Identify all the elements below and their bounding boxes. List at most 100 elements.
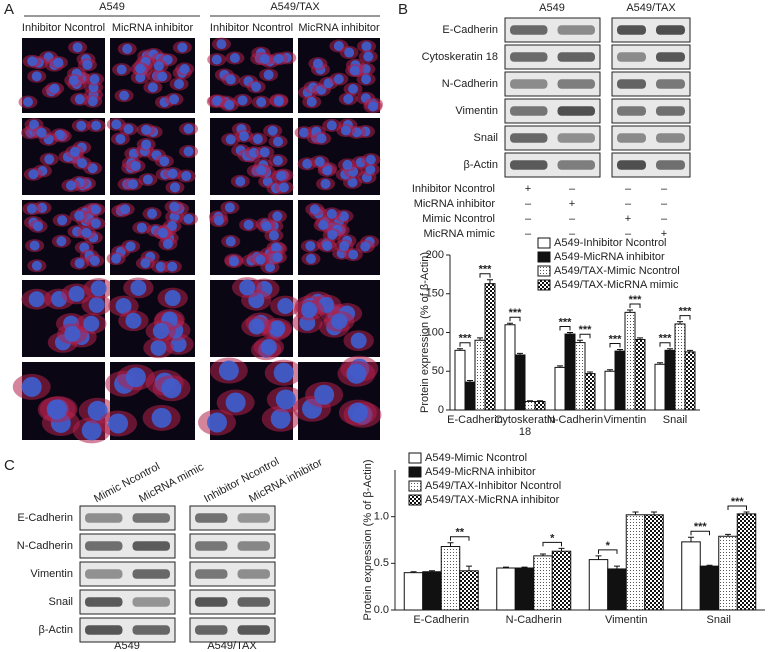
micrograph [12, 362, 117, 444]
error-bar [632, 511, 639, 515]
blot-box [504, 17, 601, 43]
bar [644, 514, 664, 611]
legend-swatch [537, 237, 551, 249]
nucleus [306, 96, 317, 107]
nucleus [183, 213, 194, 224]
bar [584, 373, 596, 411]
blot-box [79, 561, 176, 587]
blot-band [237, 541, 270, 551]
micrograph [21, 278, 114, 357]
nucleus [367, 101, 378, 112]
blot-box [189, 589, 276, 615]
significance-bracket [479, 273, 491, 278]
nucleus [72, 42, 83, 53]
nucleus [49, 83, 60, 94]
blot-box [504, 44, 601, 70]
nucleus [151, 407, 172, 428]
nucleus [28, 169, 39, 180]
legend-swatch [537, 265, 551, 277]
error-bar [457, 348, 463, 351]
nucleus [349, 65, 360, 76]
nucleus [82, 59, 93, 70]
legend-label: A549/TAX-MicRNA mimic [554, 279, 679, 291]
nucleus [259, 53, 270, 64]
micrograph [106, 117, 199, 195]
bar [496, 567, 516, 611]
nucleus [273, 96, 284, 107]
blot-box [504, 125, 601, 151]
nucleus [273, 136, 284, 147]
nucleus [218, 360, 239, 381]
nucleus [272, 155, 283, 166]
error-bar [517, 352, 523, 355]
nucleus [301, 302, 318, 319]
nucleus [69, 146, 80, 157]
column-label: Inhibitor Ncontrol [210, 22, 293, 34]
error-bar [587, 371, 593, 374]
bar [736, 513, 757, 611]
error-bar [614, 565, 620, 569]
nucleus [88, 296, 105, 313]
nucleus [256, 97, 267, 108]
nucleus [305, 253, 316, 264]
x-tick-label: Snail [706, 614, 731, 626]
nucleus [326, 120, 337, 131]
error-bar [429, 570, 435, 572]
legend-swatch [408, 452, 422, 464]
error-bar [687, 349, 693, 352]
nucleus [31, 260, 42, 271]
protein-label: Snail [474, 132, 498, 144]
nucleus [68, 285, 85, 302]
blot-box [79, 617, 176, 643]
nucleus [327, 229, 338, 240]
nucleus [123, 124, 134, 135]
bar [464, 381, 476, 411]
treatment-label: Inhibitor Ncontrol [412, 183, 495, 195]
protein-label: Snail [49, 596, 73, 608]
nucleus [350, 332, 367, 349]
nucleus [216, 39, 227, 50]
nucleus [29, 119, 40, 130]
nucleus [305, 240, 316, 251]
bar [664, 349, 676, 411]
error-bar [410, 571, 417, 573]
nucleus [161, 378, 182, 399]
nucleus [340, 125, 351, 136]
micrograph [106, 200, 199, 275]
legend-label: A549/TAX-MicRNA inhibitor [425, 494, 560, 506]
nucleus [207, 412, 228, 433]
treatment-sign: – [661, 198, 668, 210]
nucleus [343, 93, 354, 104]
nucleus [269, 320, 286, 337]
blot-band [656, 25, 685, 35]
significance-bracket [459, 342, 471, 347]
error-bar [503, 566, 509, 568]
protein-label: N-Cadherin [442, 78, 498, 90]
treatment-sign: – [625, 183, 632, 195]
micrograph [206, 37, 297, 113]
nucleus [111, 253, 122, 264]
nucleus [74, 94, 85, 105]
blot-band [510, 52, 548, 62]
nucleus [136, 222, 147, 233]
legend-swatch [408, 466, 422, 478]
blot-band [557, 25, 595, 35]
significance-label: * [550, 532, 555, 544]
nucleus [125, 367, 146, 388]
nucleus [179, 63, 190, 74]
nucleus [159, 156, 170, 167]
error-bar [540, 553, 546, 556]
nucleus [76, 120, 87, 131]
nucleus [65, 180, 76, 191]
group-label: A549 [114, 640, 140, 652]
significance-label: ** [455, 527, 464, 539]
nucleus [331, 313, 348, 330]
nucleus [33, 221, 44, 232]
blot-band [132, 541, 170, 551]
group-label: A549 [99, 1, 125, 13]
significance-bracket [679, 315, 691, 320]
treatment-label: MicRNA mimic [424, 228, 496, 240]
nucleus [150, 339, 167, 356]
nucleus [81, 420, 102, 441]
nucleus [116, 64, 127, 75]
